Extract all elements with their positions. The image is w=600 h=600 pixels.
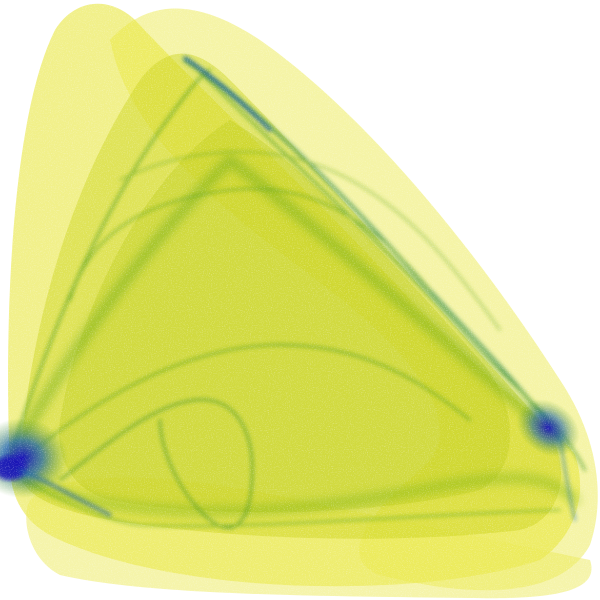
grain-overlay [0, 0, 600, 600]
attractor-artwork [0, 0, 600, 600]
attractor-canvas [0, 0, 600, 600]
